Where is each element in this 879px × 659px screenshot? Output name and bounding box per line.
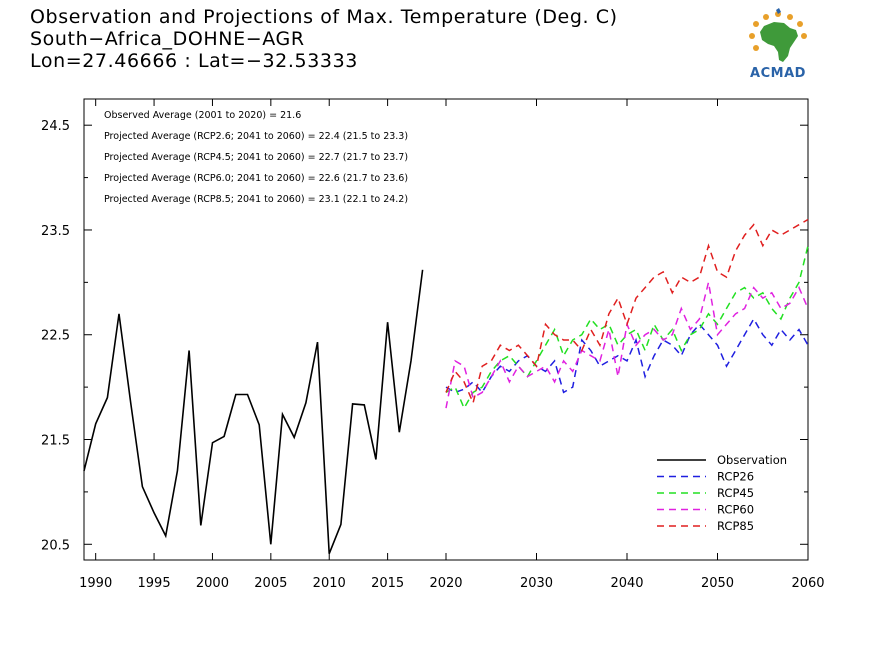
x-tick-label: 2040 <box>610 576 643 591</box>
average-annotation: Projected Average (RCP2.6; 2041 to 2060)… <box>104 131 408 142</box>
station-coordinates: Lon=27.46666 : Lat=−32.53333 <box>30 50 358 72</box>
x-tick-label: 2060 <box>791 576 824 591</box>
y-tick-label: 22.5 <box>41 329 70 344</box>
legend-label: RCP26 <box>717 470 754 484</box>
legend-label: RCP85 <box>717 519 754 533</box>
x-tick-label: 2050 <box>701 576 734 591</box>
x-tick-label: 1990 <box>79 576 112 591</box>
x-tick-label: 2000 <box>196 576 229 591</box>
x-tick-label: 1995 <box>138 576 171 591</box>
acmad-logo: ACMAD <box>738 8 818 84</box>
average-annotation: Projected Average (RCP8.5; 2041 to 2060)… <box>104 194 408 205</box>
average-annotation: Observed Average (2001 to 2020) = 21.6 <box>104 110 301 121</box>
x-tick-label: 2005 <box>254 576 287 591</box>
legend-label: Observation <box>717 453 787 467</box>
africa-map-icon <box>749 8 807 62</box>
series-line-rcp45 <box>445 245 809 410</box>
x-tick-label: 2015 <box>371 576 404 591</box>
chart-title: Observation and Projections of Max. Temp… <box>30 6 618 28</box>
series-line-observation <box>83 269 424 554</box>
average-annotation: Projected Average (RCP4.5; 2041 to 2060)… <box>104 152 408 163</box>
y-tick-label: 20.5 <box>41 538 70 553</box>
average-annotation: Projected Average (RCP6.0; 2041 to 2060)… <box>104 173 408 184</box>
station-name: South−Africa_DOHNE−AGR <box>30 28 305 50</box>
x-tick-label: 2010 <box>313 576 346 591</box>
y-tick-label: 21.5 <box>41 434 70 449</box>
x-tick-label: 2020 <box>429 576 462 591</box>
y-tick-label: 23.5 <box>41 224 70 239</box>
series-line-rcp26 <box>445 317 809 394</box>
plot-border <box>83 98 809 561</box>
legend-label: RCP60 <box>717 503 754 517</box>
y-tick-label: 24.5 <box>41 119 70 134</box>
logo-text: ACMAD <box>750 66 806 81</box>
series-line-rcp85 <box>445 218 809 406</box>
x-tick-label: 2030 <box>520 576 553 591</box>
chart-title-block: Observation and Projections of Max. Temp… <box>30 6 618 72</box>
legend-label: RCP45 <box>717 486 754 500</box>
